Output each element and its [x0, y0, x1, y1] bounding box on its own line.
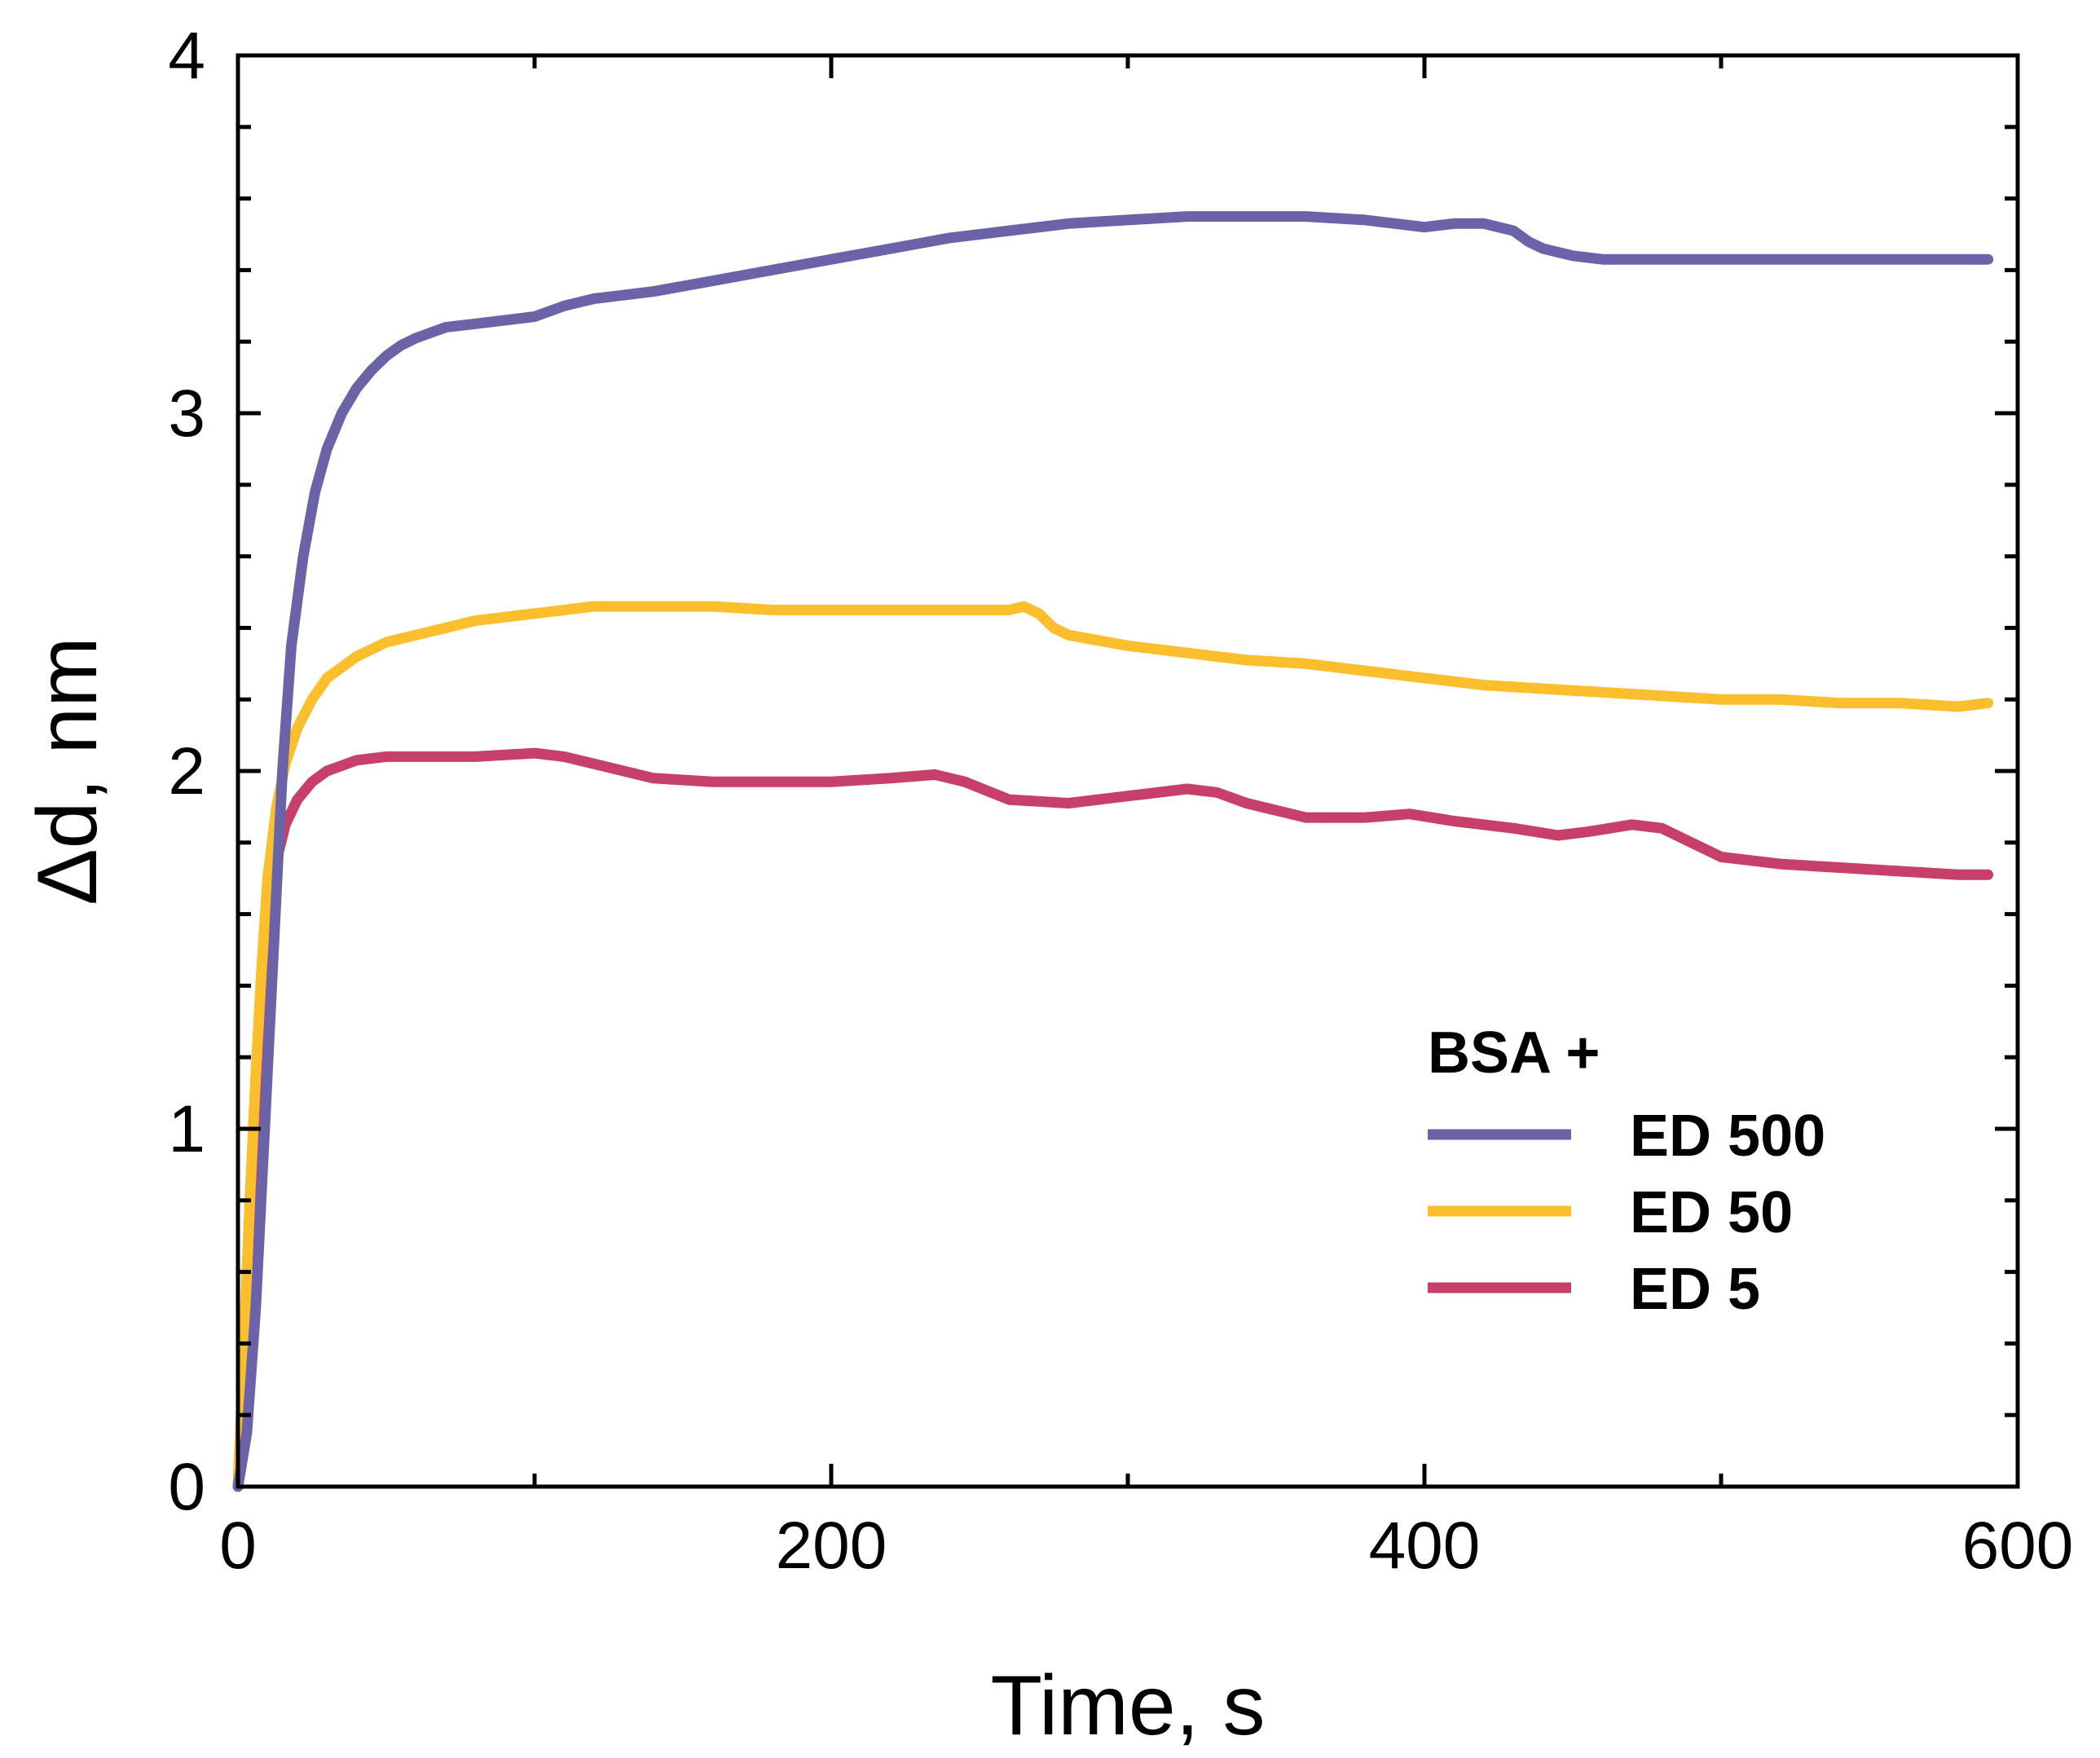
series-layer — [232, 211, 1994, 1492]
series-line-ed-500 — [232, 211, 1994, 1492]
ticks-layer — [236, 53, 2020, 1489]
legend: BSA + ED 500 ED 50 ED 5 — [1428, 1020, 1825, 1322]
y-tick-label: 1 — [168, 1092, 205, 1166]
legend-label-ed-50: ED 50 — [1630, 1180, 1793, 1245]
x-tick-label: 400 — [1369, 1509, 1481, 1583]
y-tick-label: 4 — [168, 19, 205, 93]
y-tick-label: 3 — [168, 377, 205, 451]
legend-label-ed-500: ED 500 — [1630, 1104, 1825, 1169]
x-tick-label: 600 — [1962, 1509, 2074, 1583]
x-tick-label: 200 — [776, 1509, 887, 1583]
legend-entries: ED 500 ED 50 ED 5 — [1428, 1104, 1825, 1322]
series-line-ed-50 — [232, 601, 1994, 1492]
legend-title: BSA + — [1428, 1020, 1600, 1086]
x-tick-label: 0 — [219, 1509, 257, 1583]
legend-label-ed-5: ED 5 — [1630, 1257, 1760, 1322]
y-tick-label: 0 — [168, 1450, 205, 1524]
series-line-ed-5 — [232, 747, 1994, 1492]
tick-labels-layer: 0 200 400 600 0 1 2 3 4 — [168, 19, 2073, 1583]
y-tick-label: 2 — [168, 734, 205, 809]
y-axis-title: Δd, nm — [20, 637, 115, 905]
x-axis-title: Time, s — [990, 1659, 1265, 1753]
